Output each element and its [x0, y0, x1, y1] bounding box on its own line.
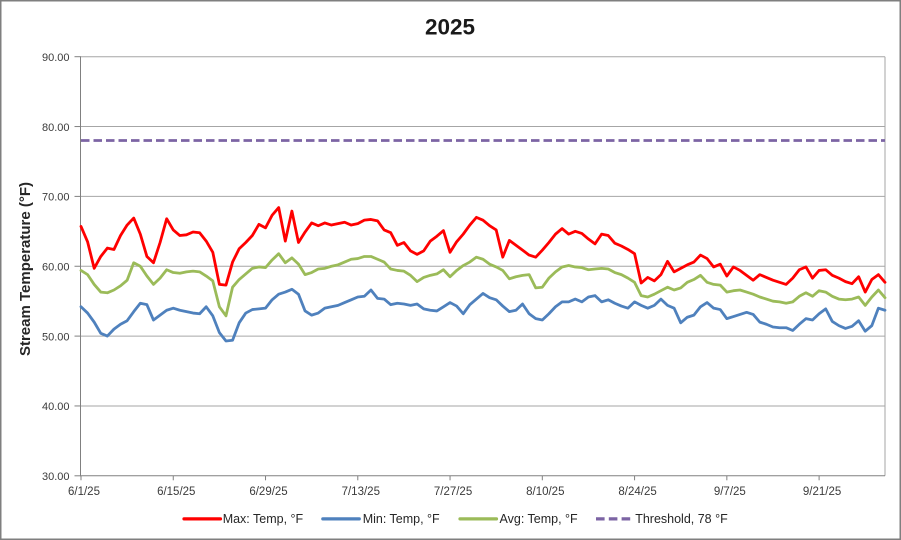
svg-text:Threshold, 78 °F: Threshold, 78 °F	[635, 512, 728, 526]
svg-text:Min: Temp, °F: Min: Temp, °F	[363, 512, 440, 526]
svg-text:90.00: 90.00	[42, 52, 70, 64]
svg-text:7/27/25: 7/27/25	[434, 486, 472, 498]
svg-text:9/21/25: 9/21/25	[803, 486, 841, 498]
svg-text:40.00: 40.00	[42, 401, 70, 413]
svg-text:8/10/25: 8/10/25	[526, 486, 564, 498]
svg-text:2025: 2025	[425, 14, 475, 39]
svg-text:Avg: Temp, °F: Avg: Temp, °F	[500, 512, 579, 526]
svg-text:9/7/25: 9/7/25	[714, 486, 746, 498]
svg-text:Max: Temp, °F: Max: Temp, °F	[223, 512, 304, 526]
svg-text:70.00: 70.00	[42, 192, 70, 204]
svg-text:6/15/25: 6/15/25	[157, 486, 195, 498]
svg-text:60.00: 60.00	[42, 261, 70, 273]
svg-text:6/1/25: 6/1/25	[68, 486, 100, 498]
svg-text:7/13/25: 7/13/25	[342, 486, 380, 498]
svg-text:6/29/25: 6/29/25	[249, 486, 287, 498]
svg-text:80.00: 80.00	[42, 122, 70, 134]
svg-text:30.00: 30.00	[42, 471, 70, 483]
svg-text:50.00: 50.00	[42, 331, 70, 343]
svg-text:Stream Temperature (°F): Stream Temperature (°F)	[17, 182, 34, 356]
svg-text:8/24/25: 8/24/25	[618, 486, 656, 498]
